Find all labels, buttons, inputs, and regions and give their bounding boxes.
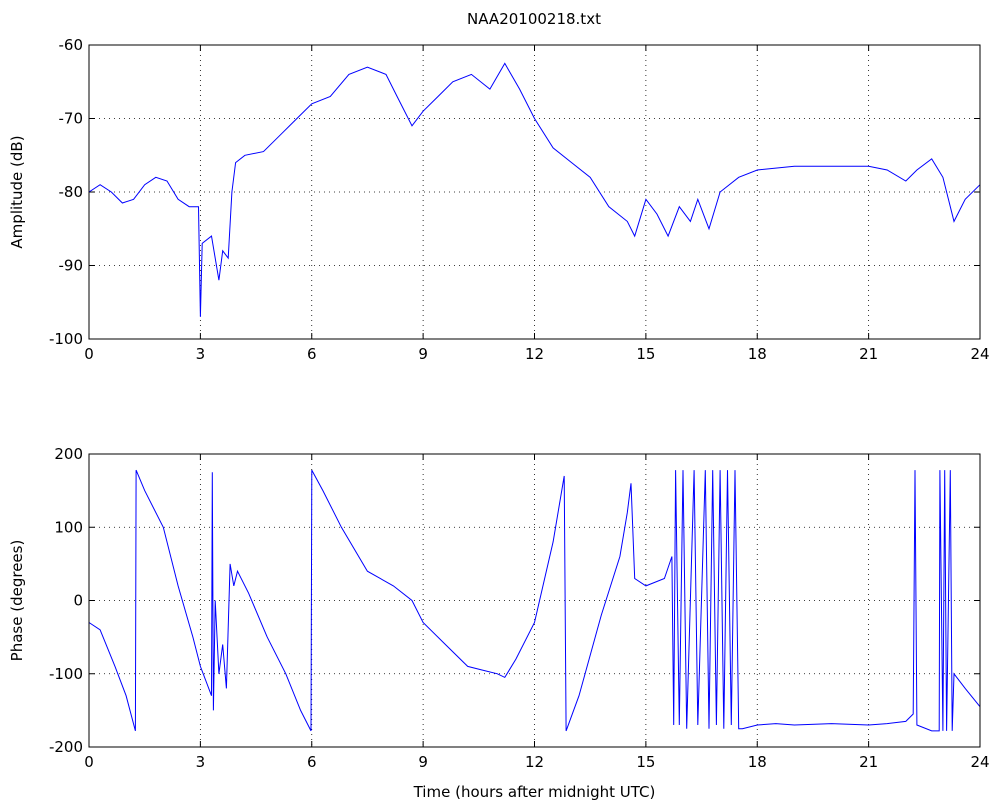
x-tick-label: 18 [748, 345, 767, 363]
x-tick-label: 3 [196, 345, 206, 363]
x-tick-label: 21 [859, 345, 878, 363]
x-tick-label: 3 [196, 753, 206, 771]
x-tick-label: 9 [418, 345, 428, 363]
x-tick-label: 24 [970, 753, 989, 771]
x-tick-label: 12 [525, 345, 544, 363]
x-tick-label: 12 [525, 753, 544, 771]
y-tick-label: -100 [49, 330, 83, 348]
x-tick-label: 6 [307, 345, 317, 363]
x-tick-label: 6 [307, 753, 317, 771]
x-tick-label: 24 [970, 345, 989, 363]
y-tick-label: 100 [54, 518, 83, 536]
chart-title: NAA20100218.txt [467, 10, 601, 28]
plot-frame [88, 44, 981, 340]
x-tick-label: 9 [418, 753, 428, 771]
y-tick-label: -80 [59, 183, 84, 201]
x-tick-label: 15 [636, 345, 655, 363]
y-tick-label: -90 [59, 257, 84, 275]
x-tick-label: 18 [748, 753, 767, 771]
y-tick-label: -70 [59, 110, 84, 128]
y-tick-label: -60 [59, 36, 84, 54]
x-tick-label: 0 [84, 753, 94, 771]
x-tick-label: 15 [636, 753, 655, 771]
y-tick-label: -100 [49, 665, 83, 683]
data-line [88, 469, 981, 732]
y-axis-label: Amplitude (dB) [8, 135, 26, 248]
x-tick-label: 21 [859, 753, 878, 771]
plot-frame [88, 453, 981, 748]
x-axis-label: Time (hours after midnight UTC) [413, 783, 656, 801]
y-tick-label: -200 [49, 738, 83, 756]
y-axis-label: Phase (degrees) [8, 540, 26, 662]
x-tick-label: 0 [84, 345, 94, 363]
data-line [88, 62, 981, 317]
y-tick-label: 0 [73, 592, 83, 610]
y-tick-label: 200 [54, 445, 83, 463]
